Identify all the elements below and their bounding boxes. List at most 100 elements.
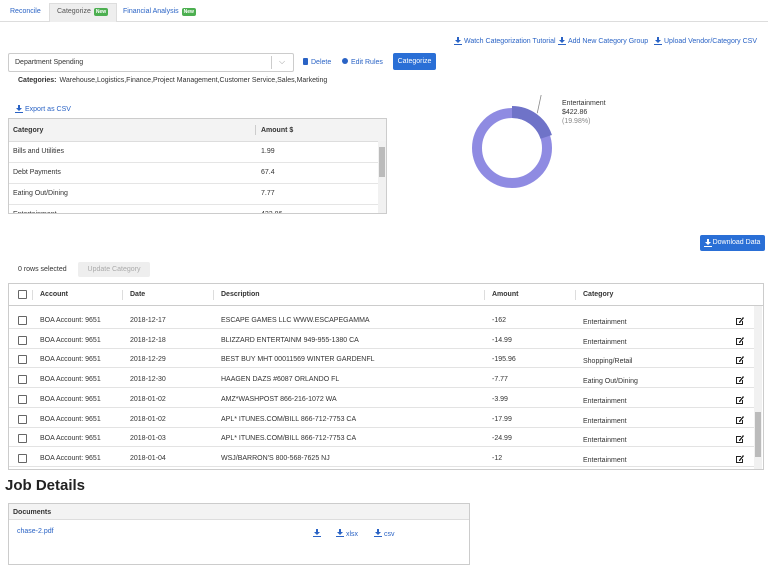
tx-header-sep	[575, 290, 576, 300]
tx-cell: APL* ITUNES.COM/BILL 866-712-7753 CA	[221, 415, 357, 423]
categorize-button[interactable]: Categorize	[393, 53, 436, 70]
edit-category[interactable]	[736, 376, 744, 385]
summary-cell: 1.99	[261, 148, 275, 155]
tx-cell: -162	[492, 317, 507, 324]
tx-checkbox[interactable]	[18, 316, 27, 325]
tx-row-line	[9, 367, 754, 369]
tx-cell: 2018-12-17	[130, 317, 166, 324]
tx-cell: BOA Account: 9651	[40, 435, 101, 443]
tx-cell: BLIZZARD ENTERTAINM 949-955-1380 CA	[221, 336, 359, 344]
tab-label: Categorize	[57, 8, 91, 15]
tx-cell: -195.96	[492, 356, 516, 364]
tab-active-bg	[49, 3, 117, 22]
summary-cell: 67.4	[261, 169, 275, 176]
toolbar-icon	[654, 37, 662, 45]
leader-line	[536, 95, 542, 114]
tx-row-line	[9, 406, 754, 408]
tx-row-line	[9, 446, 754, 448]
edit-category[interactable]	[736, 415, 744, 424]
tx-header-sep	[213, 290, 214, 300]
tx-cell: -7.77	[492, 376, 508, 384]
tx-checkbox[interactable]	[18, 375, 27, 385]
tx-header: Account	[40, 291, 68, 298]
summary-header: Category	[13, 127, 44, 134]
tx-header: Amount	[492, 291, 519, 298]
tx-checkbox[interactable]	[18, 355, 27, 365]
tx-cell: 2018-01-04	[130, 454, 166, 462]
edit-category[interactable]	[736, 336, 744, 345]
export-icon	[15, 105, 23, 113]
categories-label: Categories:	[18, 77, 57, 84]
tx-cell: BOA Account: 9651	[40, 376, 101, 384]
tx-cell: 2018-12-18	[130, 336, 166, 344]
update-category-button[interactable]: Update Category	[78, 262, 150, 277]
tx-cell: ESCAPE GAMES LLC WWW.ESCAPEGAMMA	[221, 317, 370, 324]
documents-header-bg	[9, 504, 469, 520]
summary-table: Category Amount $ Bills and Utilities 1.99 D…	[8, 118, 387, 214]
tab[interactable]: Categorize New	[57, 8, 109, 16]
tx-header: Description	[221, 291, 260, 298]
toolbar-link[interactable]: Add New Category Group	[568, 38, 649, 45]
toolbar-link[interactable]: Watch Categorization Tutorial	[464, 38, 556, 45]
tx-checkbox[interactable]	[18, 453, 27, 463]
edit-icon-shape	[736, 435, 744, 444]
tx-header-checkbox[interactable]	[18, 290, 27, 299]
edit-rules-button[interactable]: Edit Rules	[351, 59, 383, 66]
toolbar-icon	[558, 37, 566, 45]
tx-checkbox[interactable]	[18, 394, 27, 404]
tx-header: Category	[583, 291, 614, 298]
tx-header-sep	[122, 290, 123, 300]
summary-header: Amount $	[261, 127, 294, 134]
tab[interactable]: Financial Analysis New	[123, 8, 196, 16]
tx-cell: HAAGEN DAZS #6087 ORLANDO FL	[221, 376, 340, 384]
download-format-icon	[374, 529, 382, 537]
tx-checkbox[interactable]	[18, 335, 27, 345]
edit-category[interactable]	[736, 356, 744, 365]
tooltip-amount: $422.86	[562, 109, 588, 116]
categories-value: Warehouse,Logistics,Finance,Project Mana…	[59, 77, 328, 84]
donut-center-label: Entertainment	[490, 144, 534, 151]
summary-cell: Eating Out/Dining	[13, 190, 68, 197]
tx-cell: BOA Account: 9651	[40, 454, 101, 462]
summary-scrollbar	[378, 141, 386, 213]
summary-row-line	[9, 204, 379, 205]
edit-category[interactable]	[736, 435, 744, 444]
tx-cell: -17.99	[492, 415, 512, 423]
delete-button[interactable]: Delete	[311, 59, 332, 66]
download-format[interactable]: csv	[384, 531, 395, 538]
document-file[interactable]: chase-2.pdf	[17, 528, 54, 535]
tx-cell: -14.99	[492, 336, 512, 344]
download-format-icon-shape	[374, 529, 382, 537]
tx-cell: BOA Account: 9651	[40, 317, 101, 324]
summary-scroll-thumb	[379, 147, 385, 177]
documents-header: Documents	[13, 509, 52, 516]
group-select[interactable]: Department Spending ⌵	[8, 53, 294, 72]
tx-checkbox[interactable]	[18, 434, 27, 444]
tx-checkbox[interactable]	[18, 414, 27, 424]
edit-category[interactable]	[736, 395, 744, 404]
tx-cell: Entertainment	[583, 437, 627, 445]
download-pdf-shape	[313, 529, 321, 537]
download-format[interactable]: xlsx	[346, 531, 359, 538]
tx-header-sep	[484, 290, 485, 300]
toolbar-link[interactable]: Upload Vendor/Category CSV	[664, 38, 757, 45]
tab-label: Reconcile	[10, 8, 41, 15]
tx-row-line	[9, 426, 754, 428]
summary-header-sep	[255, 125, 256, 135]
tx-row-line	[9, 347, 754, 349]
edit-icon-shape	[736, 395, 744, 404]
tx-cell: BOA Account: 9651	[40, 395, 101, 403]
edit-category[interactable]	[736, 454, 744, 463]
tab[interactable]: Reconcile	[10, 8, 41, 15]
tab-label: Financial Analysis	[123, 8, 179, 15]
tx-cell: -12	[492, 454, 503, 462]
tx-cell: -24.99	[492, 435, 512, 443]
download-format-icon	[336, 529, 344, 537]
select-divider	[271, 56, 272, 69]
download-data-button[interactable]: Download Data	[700, 235, 765, 251]
edit-icon-shape	[736, 415, 744, 424]
select-text: Department Spending	[15, 59, 84, 66]
edit-category[interactable]	[736, 317, 744, 325]
export-csv[interactable]: Export as CSV	[25, 106, 71, 113]
